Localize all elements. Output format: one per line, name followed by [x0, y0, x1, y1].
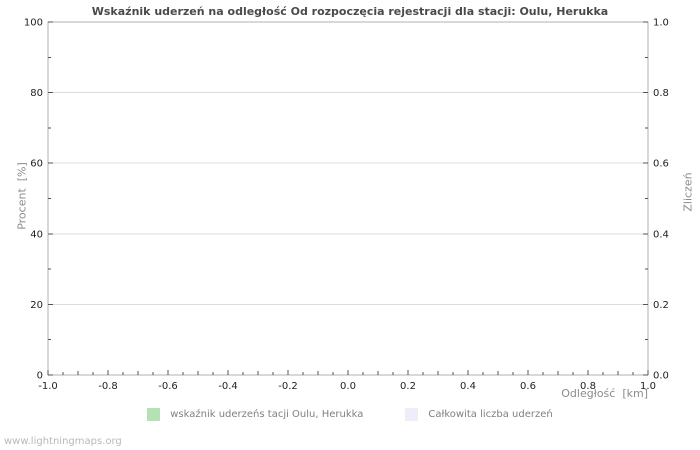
svg-text:0.4: 0.4	[653, 229, 669, 240]
svg-text:-1.0: -1.0	[38, 381, 58, 392]
legend-item-total-strikes: Całkowita liczba uderzeń	[405, 408, 553, 421]
svg-text:0.6: 0.6	[653, 159, 669, 170]
watermark-link[interactable]: www.lightningmaps.org	[4, 436, 122, 447]
svg-text:60: 60	[30, 159, 43, 170]
svg-text:40: 40	[30, 229, 43, 240]
svg-text:0.8: 0.8	[653, 88, 669, 99]
left-axis-label: Procent [%]	[15, 162, 29, 230]
svg-text:1.0: 1.0	[653, 18, 669, 29]
svg-text:20: 20	[30, 300, 43, 311]
svg-text:80: 80	[30, 88, 43, 99]
right-axis-label: Zliczeń	[681, 172, 695, 212]
svg-text:0: 0	[37, 371, 43, 382]
svg-text:0.0: 0.0	[653, 371, 669, 382]
svg-text:0.8: 0.8	[580, 381, 596, 392]
svg-text:0.6: 0.6	[520, 381, 536, 392]
legend-swatch-total-strikes	[405, 408, 419, 421]
plot-frame-grid-ticks: -1.0 -0.8 -0.6 -0.4 -0.2 0.0 0.2 0.4 0.6 0.8 1.0 0 2…	[24, 18, 669, 393]
legend-label-strike-ratio: wskaźnik uderzeńs tacji Oulu, Herukka	[170, 409, 364, 420]
legend-item-strike-ratio: wskaźnik uderzeńs tacji Oulu, Herukka	[147, 408, 363, 421]
legend: wskaźnik uderzeńs tacji Oulu, Herukka Ca…	[0, 408, 700, 421]
svg-text:1.0: 1.0	[640, 381, 656, 392]
svg-text:0.2: 0.2	[400, 381, 416, 392]
chart-title: Wskaźnik uderzeń na odległość Od rozpocz…	[91, 5, 609, 18]
svg-text:100: 100	[24, 18, 43, 29]
svg-text:0.4: 0.4	[460, 381, 476, 392]
svg-text:-0.4: -0.4	[218, 381, 238, 392]
svg-text:-0.8: -0.8	[98, 381, 118, 392]
x-axis-label: Odległość [km]	[561, 387, 648, 400]
legend-swatch-strike-ratio	[147, 408, 161, 421]
legend-label-total-strikes: Całkowita liczba uderzeń	[428, 409, 553, 420]
svg-text:-0.2: -0.2	[278, 381, 298, 392]
svg-text:0.0: 0.0	[340, 381, 356, 392]
svg-text:0.2: 0.2	[653, 300, 669, 311]
svg-text:-0.6: -0.6	[158, 381, 178, 392]
